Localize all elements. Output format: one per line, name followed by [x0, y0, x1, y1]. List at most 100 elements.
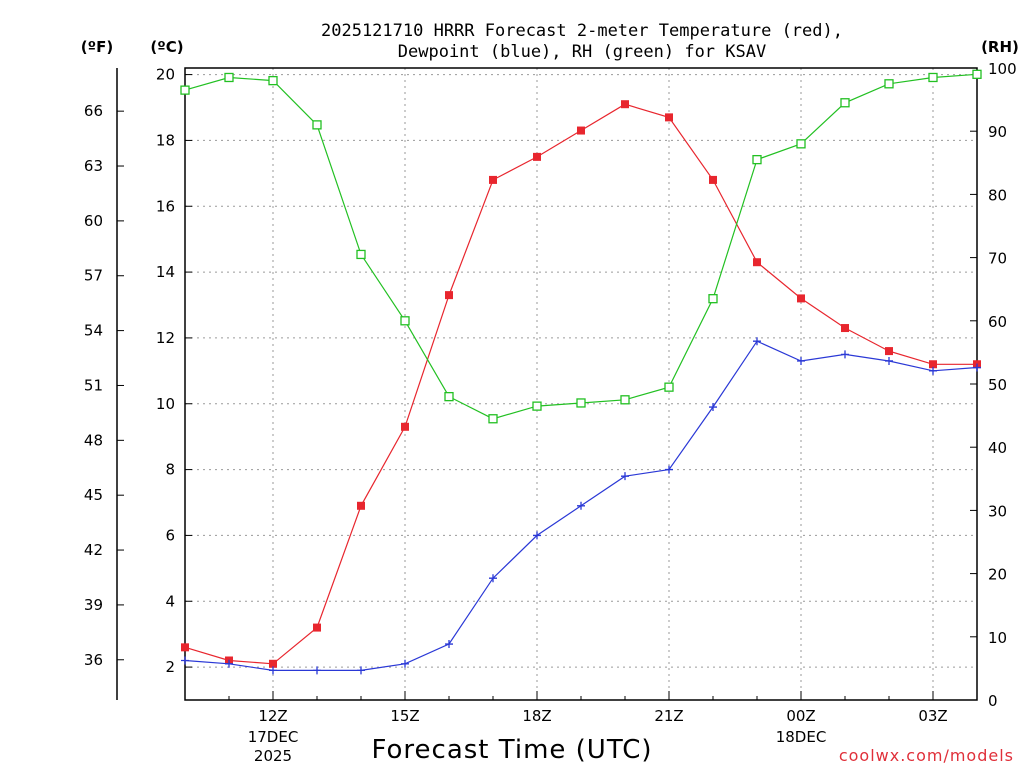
rh-tick-label: 50 [988, 376, 1007, 394]
x-tick-label: 00Z [786, 707, 815, 725]
dewpoint-point [621, 472, 629, 481]
dewpoint-point [753, 337, 761, 346]
rh-point [620, 395, 630, 405]
rh-tick-label: 30 [988, 502, 1007, 520]
temperature-point [709, 175, 717, 184]
temperature-point [885, 347, 893, 356]
rh-point [356, 249, 366, 260]
rh-point [180, 85, 190, 95]
chart-title-line-2: Dewpoint (blue), RH (green) for KSAV [398, 42, 766, 62]
temperature-point [929, 360, 937, 369]
celsius-unit-label: (ºC) [150, 38, 183, 56]
x-tick-year-label: 2025 [254, 747, 292, 765]
dewpoint-point [665, 465, 673, 474]
rh-point [444, 391, 454, 402]
x-tick-label: 18Z [522, 707, 551, 725]
fahrenheit-tick-label: 63 [84, 157, 103, 175]
celsius-tick-label: 20 [156, 66, 175, 84]
plot-frame [184, 67, 978, 701]
rh-unit-label: (RH) [981, 38, 1019, 56]
x-axis-title: Forecast Time (UTC) [371, 735, 652, 765]
rh-point [532, 401, 542, 411]
temperature-line [184, 103, 977, 665]
rh-point [928, 72, 938, 83]
dewpoint-point [401, 659, 409, 668]
temperature-point [181, 643, 189, 652]
celsius-tick-label: 10 [156, 395, 175, 413]
fahrenheit-tick-label: 66 [84, 102, 103, 120]
x-tick-date-label: 17DEC [248, 728, 299, 746]
temperature-point [313, 623, 321, 632]
rh-point [488, 414, 498, 424]
fahrenheit-tick-label: 57 [84, 267, 103, 285]
rh-tick-label: 40 [988, 439, 1007, 457]
data-series [180, 69, 982, 675]
fahrenheit-tick-label: 36 [84, 651, 103, 669]
rh-tick-label: 10 [988, 629, 1007, 647]
axes: 2 4 6 8 10 12 14 16 18 20 36 39 42 45 48 51 54 57 60 63 66 0 1… [84, 60, 1017, 765]
rh-point [796, 139, 806, 149]
celsius-tick-label: 14 [156, 263, 175, 281]
dewpoint-point [225, 659, 233, 668]
temperature-point [621, 100, 629, 109]
rh-tick-label: 90 [988, 123, 1007, 141]
celsius-tick-label: 4 [165, 592, 175, 610]
dewpoint-point [533, 531, 541, 540]
rh-tick-label: 0 [988, 692, 998, 710]
temperature-point [665, 113, 673, 122]
dewpoint-point [797, 356, 805, 365]
temperature-point [753, 258, 761, 267]
fahrenheit-tick-label: 48 [84, 431, 103, 449]
rh-point [708, 294, 718, 304]
dewpoint-point [577, 501, 585, 510]
rh-point [576, 398, 586, 408]
x-tick-label: 21Z [654, 707, 683, 725]
x-tick-date-label: 18DEC [776, 728, 827, 746]
temperature-point [797, 294, 805, 303]
temperature-point [577, 126, 585, 135]
dewpoint-point [973, 363, 981, 372]
dewpoint-point [709, 403, 717, 412]
temperature-point [841, 324, 849, 333]
rh-point [400, 316, 410, 326]
x-tick-label: 15Z [390, 707, 419, 725]
source-credit: coolwx.com/models [839, 746, 1014, 765]
temperature-point [269, 659, 277, 668]
rh-point [664, 382, 674, 392]
celsius-tick-label: 18 [156, 131, 175, 149]
dewpoint-point [269, 666, 277, 675]
celsius-tick-label: 2 [165, 658, 175, 676]
celsius-tick-label: 8 [165, 461, 175, 479]
dewpoint-point [357, 666, 365, 675]
fahrenheit-tick-label: 54 [84, 322, 103, 340]
rh-point [268, 75, 278, 86]
rh-point [312, 120, 322, 130]
dewpoint-point [181, 656, 189, 665]
temperature-point [489, 175, 497, 184]
fahrenheit-tick-label: 45 [84, 486, 103, 504]
dewpoint-point [841, 350, 849, 359]
x-tick-label: 12Z [258, 707, 287, 725]
fahrenheit-unit-label: (ºF) [81, 38, 113, 56]
rh-point [884, 79, 894, 89]
celsius-tick-label: 12 [156, 329, 175, 347]
dewpoint-point [929, 366, 937, 375]
rh-point [972, 69, 982, 79]
fahrenheit-tick-label: 60 [84, 212, 103, 230]
dewpoint-point [489, 574, 497, 583]
temperature-point [445, 291, 453, 300]
temperature-point [401, 422, 409, 431]
dewpoint-point [313, 666, 321, 675]
celsius-tick-label: 6 [165, 526, 175, 544]
dewpoint-point [445, 640, 453, 649]
fahrenheit-tick-label: 51 [84, 376, 103, 394]
rh-point [224, 72, 234, 83]
chart-title-line-1: 2025121710 HRRR Forecast 2-meter Tempera… [321, 21, 843, 41]
rh-tick-label: 20 [988, 566, 1007, 584]
temperature-point [357, 501, 365, 510]
x-tick-label: 03Z [918, 707, 947, 725]
fahrenheit-tick-label: 42 [84, 541, 103, 559]
rh-point [752, 154, 762, 165]
rh-point [840, 98, 850, 108]
